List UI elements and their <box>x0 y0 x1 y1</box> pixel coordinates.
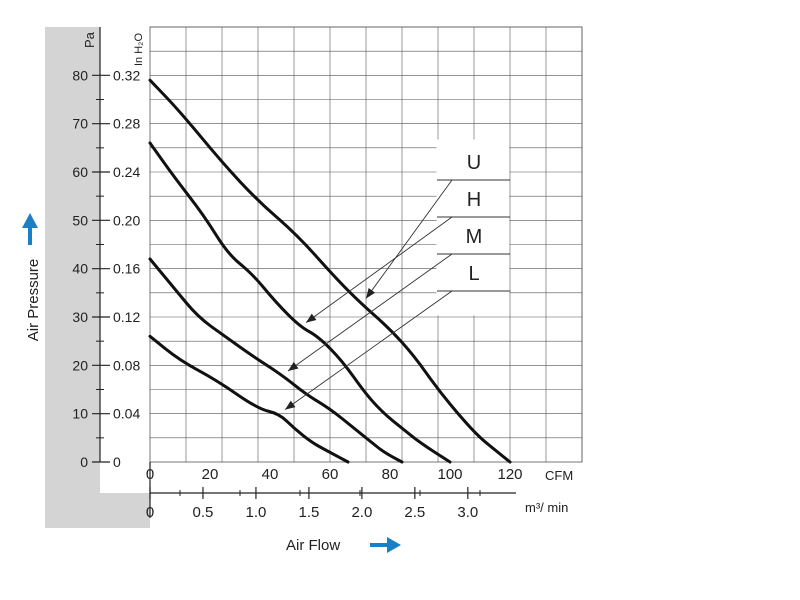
y-tick-label-pa: 50 <box>72 212 88 228</box>
x-axis-title: Air Flow <box>286 537 340 554</box>
y-tick-label-pa: 60 <box>72 164 88 180</box>
y-tick-label-pa: 80 <box>72 67 88 83</box>
y-tick-label-pa: 40 <box>72 261 88 277</box>
x-tick-label-cfm: 100 <box>437 466 462 483</box>
x-unit-m3: m³/ min <box>525 500 568 515</box>
y-axis-title: Air Pressure <box>25 259 42 342</box>
x-tick-label-cfm: 20 <box>202 466 219 483</box>
y-axis-arrow-icon <box>22 213 38 245</box>
y-tick-label-pa: 10 <box>72 406 88 422</box>
x-tick-label-m3min: 0.5 <box>193 504 214 521</box>
outer-axis-panel <box>100 27 150 493</box>
legend-label-H: H <box>467 189 481 211</box>
arrowhead-icon <box>366 288 376 299</box>
arrowhead-icon <box>306 313 317 323</box>
x-tick-label-m3min: 3.0 <box>457 504 478 521</box>
x-tick-label-m3min: 1.5 <box>298 504 319 521</box>
series-line-M <box>148 257 404 464</box>
x-tick-label-cfm: 0 <box>146 466 154 483</box>
axes <box>92 27 516 518</box>
y-tick-label-inh2o: 0.16 <box>113 261 140 277</box>
legend-label-M: M <box>466 226 483 248</box>
legend-label-U: U <box>467 152 481 174</box>
x-axis-arrow-icon <box>370 537 401 553</box>
y-tick-label-pa: 70 <box>72 116 88 132</box>
arrowhead-icon <box>285 400 296 410</box>
y-unit-inh2o: In H₂O <box>133 33 145 66</box>
legend-leader-L <box>284 290 453 411</box>
y-tick-label-pa: 20 <box>72 357 88 373</box>
legend-leader-U <box>365 179 453 299</box>
y-tick-label-inh2o: 0 <box>113 454 121 470</box>
y-tick-label-inh2o: 0.04 <box>113 406 140 422</box>
y-tick-label-inh2o: 0.12 <box>113 309 140 325</box>
legend-leader-H <box>305 216 453 324</box>
x-tick-label-cfm: 120 <box>497 466 522 483</box>
arrowhead-icon <box>288 361 299 371</box>
x-tick-label-cfm: 40 <box>262 466 279 483</box>
series-lines <box>148 78 512 464</box>
series-line-U <box>148 78 512 464</box>
x-unit-cfm: CFM <box>545 468 573 483</box>
y-tick-label-inh2o: 0.20 <box>113 212 140 228</box>
series-line-H <box>148 141 452 464</box>
y-tick-label-inh2o: 0.08 <box>113 357 140 373</box>
bottom-axis-panel <box>150 462 582 528</box>
legend-label-L: L <box>468 263 479 285</box>
y-tick-label-inh2o: 0.24 <box>113 164 140 180</box>
legend-leader-M <box>287 253 453 372</box>
series-line-L <box>148 334 350 464</box>
y-unit-pa: Pa <box>82 31 97 48</box>
y-tick-label-inh2o: 0.32 <box>113 67 140 83</box>
y-tick-label-pa: 0 <box>80 454 88 470</box>
x-tick-label-m3min: 0 <box>146 504 154 521</box>
x-tick-label-m3min: 1.0 <box>246 504 267 521</box>
y-tick-label-inh2o: 0.28 <box>113 116 140 132</box>
grid-lines <box>149 26 583 463</box>
y-tick-label-pa: 30 <box>72 309 88 325</box>
x-tick-label-cfm: 60 <box>322 466 339 483</box>
x-tick-label-cfm: 80 <box>382 466 399 483</box>
tick-labels: 0 0 10 0.04 20 0.08 30 0.12 40 0.16 50 0.20 60 0.24 70… <box>72 67 522 521</box>
x-tick-label-m3min: 2.5 <box>404 504 425 521</box>
x-tick-label-m3min: 2.0 <box>351 504 372 521</box>
